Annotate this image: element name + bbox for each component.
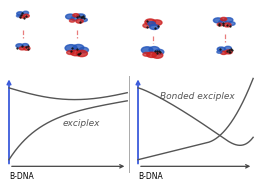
Ellipse shape [76, 50, 87, 57]
Ellipse shape [22, 43, 29, 47]
Ellipse shape [217, 51, 222, 53]
Ellipse shape [149, 47, 159, 53]
Ellipse shape [76, 19, 83, 23]
Ellipse shape [224, 23, 231, 27]
Ellipse shape [221, 51, 227, 54]
Ellipse shape [143, 52, 150, 56]
Ellipse shape [23, 14, 29, 18]
Ellipse shape [71, 50, 81, 56]
Text: Bonded exciplex: Bonded exciplex [160, 92, 234, 101]
Ellipse shape [141, 47, 153, 53]
Ellipse shape [16, 44, 23, 48]
Ellipse shape [23, 11, 29, 15]
Ellipse shape [23, 46, 30, 50]
Text: B-DNA: B-DNA [138, 172, 163, 181]
Ellipse shape [225, 46, 231, 50]
Ellipse shape [145, 19, 155, 25]
Ellipse shape [71, 16, 78, 20]
Ellipse shape [73, 14, 79, 17]
Ellipse shape [17, 12, 23, 15]
Ellipse shape [19, 47, 25, 50]
Ellipse shape [66, 14, 75, 19]
Ellipse shape [80, 18, 87, 22]
Text: exciplex: exciplex [62, 119, 100, 128]
Ellipse shape [217, 23, 223, 26]
Ellipse shape [16, 15, 21, 17]
Ellipse shape [217, 47, 225, 51]
Ellipse shape [20, 15, 25, 18]
Ellipse shape [148, 22, 155, 26]
Text: B-DNA: B-DNA [9, 172, 34, 181]
Ellipse shape [219, 20, 226, 24]
Ellipse shape [147, 52, 157, 57]
Ellipse shape [73, 44, 84, 51]
Ellipse shape [213, 18, 223, 23]
Ellipse shape [152, 52, 163, 58]
Ellipse shape [69, 19, 75, 22]
Ellipse shape [67, 50, 74, 54]
Ellipse shape [224, 18, 233, 22]
Ellipse shape [155, 49, 164, 55]
Ellipse shape [221, 17, 227, 21]
Ellipse shape [143, 23, 151, 28]
Ellipse shape [150, 25, 159, 29]
Ellipse shape [65, 45, 77, 52]
Ellipse shape [225, 50, 232, 54]
Ellipse shape [152, 20, 162, 25]
Ellipse shape [228, 22, 235, 25]
Ellipse shape [79, 47, 88, 53]
Ellipse shape [77, 14, 85, 19]
